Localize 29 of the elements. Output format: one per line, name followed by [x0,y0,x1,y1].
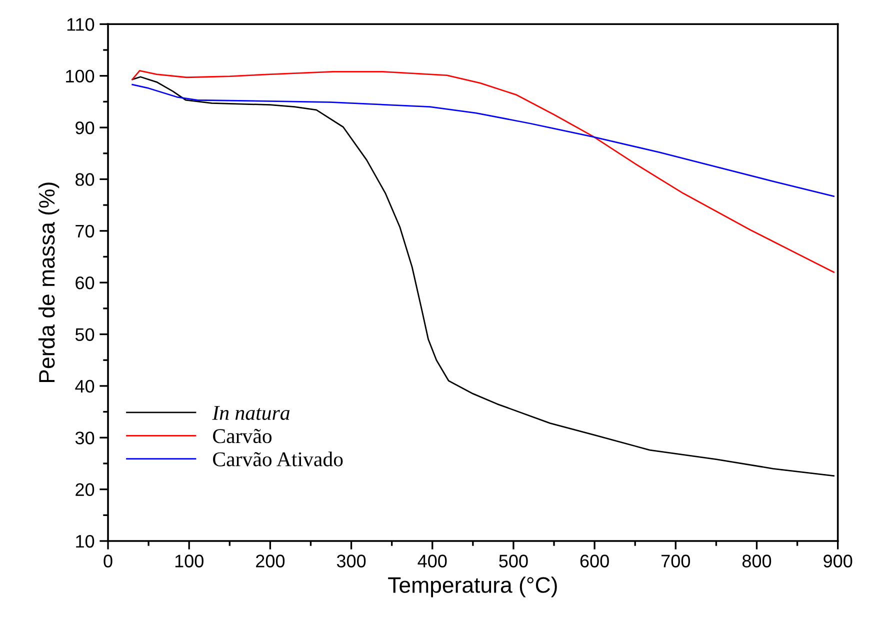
line-series [132,84,834,197]
line-series [132,70,834,273]
y-tick-label: 90 [76,121,94,134]
legend-label: In natura [212,406,290,420]
x-tick-label: 400 [418,554,447,568]
y-tick-label: 30 [75,432,94,444]
y-tick-label: 40 [75,380,94,393]
x-tick-label: 800 [742,554,772,568]
y-tick-label: 110 [67,18,94,31]
x-tick-label: 500 [499,554,528,568]
y-tick-label: 50 [75,328,94,341]
x-tick-label: 700 [662,554,690,568]
x-axis-title: Temperatura (°C) [388,576,557,598]
legend-label: Carvão [213,428,272,444]
x-tick-label: 600 [580,554,609,568]
x-tick-label: 0 [104,554,112,568]
y-tick-label: 80 [76,173,94,186]
y-axis-title: Perda de massa (%) [38,182,60,382]
x-tick-label: 200 [256,554,285,568]
legend-label: Carvão Ativado [213,452,343,466]
x-tick-label: 100 [175,554,204,568]
x-tick-label: 300 [336,554,366,568]
y-tick-label: 20 [76,483,94,496]
y-tick-label: 60 [76,276,94,290]
line-series [132,76,834,477]
x-tick-label: 900 [824,554,852,568]
y-tick-label: 10 [76,534,94,548]
y-tick-label: 70 [76,224,94,238]
y-tick-label: 100 [66,70,94,83]
